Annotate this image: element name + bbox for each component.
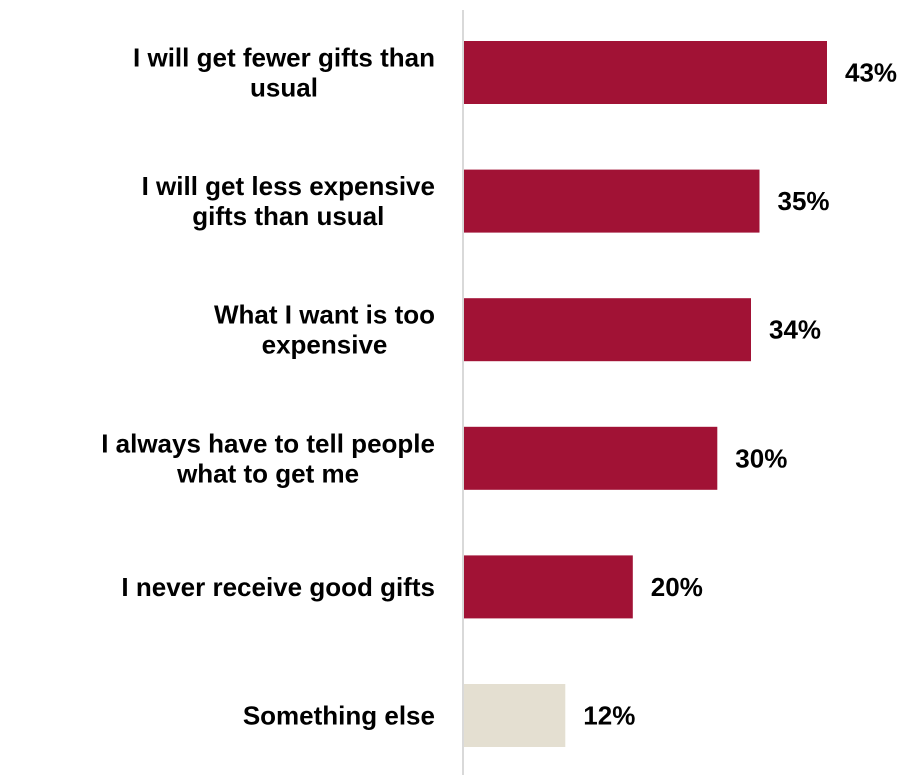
category-label-5: I never receive good gifts (121, 572, 435, 602)
value-label-4: 30% (735, 443, 787, 473)
value-label-1: 43% (845, 58, 897, 88)
category-label-line: I always have to tell people (101, 428, 435, 458)
category-label-4: I always have to tell people what to get … (101, 428, 435, 488)
value-label-3: 34% (769, 315, 821, 345)
bar-1 (464, 41, 827, 104)
category-label-line: gifts than usual (192, 201, 384, 231)
value-label-5: 20% (651, 572, 703, 602)
value-label-2: 35% (778, 186, 830, 216)
bar-6 (464, 684, 566, 747)
category-label-1: I will get fewer gifts than usual (133, 43, 435, 103)
category-label-line: What I want is too (214, 300, 435, 330)
category-label-line: what to get me (176, 458, 359, 488)
category-label-line: I will get fewer gifts than (133, 43, 435, 73)
category-label-2: I will get less expensive gifts than usua… (142, 171, 435, 231)
value-label-6: 12% (583, 701, 635, 731)
category-label-3: What I want is too expensive (214, 300, 435, 360)
bar-3 (464, 298, 751, 362)
bar-4 (464, 426, 718, 490)
category-label-line: usual (250, 73, 318, 103)
category-label-line: I will get less expensive (142, 171, 435, 201)
category-label-line: expensive (262, 330, 388, 360)
category-label-line: I never receive good gifts (121, 572, 435, 602)
bar-2 (464, 169, 760, 233)
category-label-6: Something else (243, 701, 435, 731)
bar-5 (464, 555, 633, 619)
category-label-line: Something else (243, 701, 435, 731)
